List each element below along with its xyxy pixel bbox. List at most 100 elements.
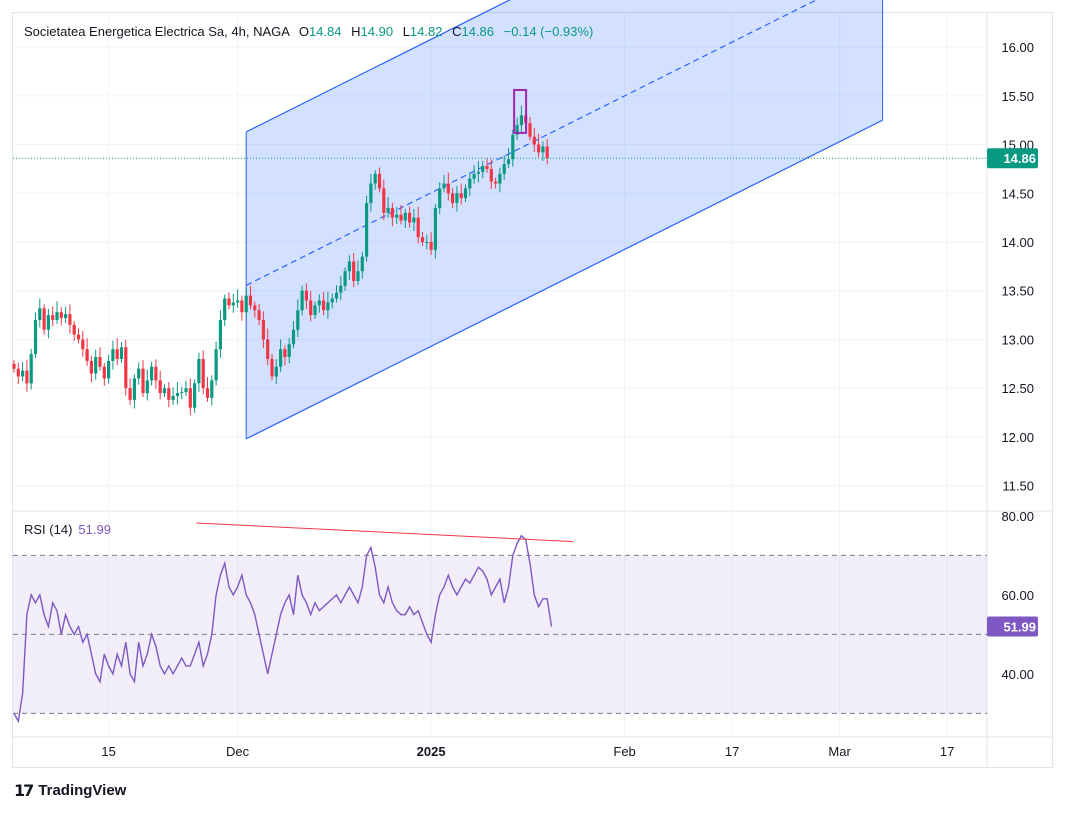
last-price-badge-label: 14.86 — [1003, 151, 1036, 166]
candle-body — [274, 366, 278, 377]
candle-body — [502, 164, 506, 174]
candle-body — [322, 300, 326, 311]
candle-body — [313, 305, 317, 316]
price-tick-label: 14.50 — [1001, 186, 1034, 201]
candle-body — [498, 173, 502, 184]
candle-body — [438, 188, 442, 208]
candle-body — [279, 349, 283, 367]
candle-body — [253, 305, 257, 311]
rsi-legend: RSI (14) 51.99 — [24, 522, 111, 537]
candle-body — [89, 360, 93, 374]
last-price-badge — [987, 148, 1038, 169]
candle-body — [420, 237, 425, 243]
price-tick-label: 12.00 — [1001, 430, 1034, 445]
candle-body — [128, 388, 132, 400]
candle-body — [107, 360, 111, 379]
candle-body — [46, 315, 50, 330]
candle-body — [455, 193, 459, 204]
rsi-value-badge — [987, 616, 1038, 637]
candle-body — [115, 349, 119, 359]
candle-body — [81, 339, 85, 350]
candle-body — [300, 290, 304, 311]
candle-body — [12, 363, 16, 369]
candle-body — [506, 159, 511, 165]
rsi-tick-label: 80.00 — [1001, 509, 1034, 524]
candle-body — [541, 146, 545, 153]
candle-body — [425, 242, 429, 244]
candle-body — [343, 271, 347, 286]
candle-body — [485, 165, 489, 169]
candle-body — [141, 368, 145, 394]
candle-body — [180, 392, 184, 394]
price-tick-label: 16.00 — [1001, 40, 1034, 55]
candle-body — [175, 393, 179, 396]
rsi-line — [13, 534, 553, 724]
price-tick-label: 12.50 — [1001, 381, 1034, 396]
candle-body — [98, 357, 102, 367]
candle-body — [317, 300, 321, 306]
candle-body — [442, 183, 446, 189]
candle-body — [373, 173, 377, 184]
candle-body — [356, 271, 360, 281]
price-tick-label: 13.00 — [1001, 332, 1034, 347]
candle-body — [459, 193, 463, 199]
price-legend: Societatea Energetica Electrica Sa, 4h, … — [24, 24, 593, 39]
close-label: C — [452, 24, 462, 39]
tradingview-logo-icon: 17 — [14, 781, 34, 800]
candle-body — [197, 358, 201, 384]
time-tick-label: 17 — [725, 744, 739, 759]
price-tick-label: 14.00 — [1001, 235, 1034, 250]
candle-body — [403, 212, 407, 221]
candle-body — [51, 315, 55, 320]
candle-body — [270, 358, 274, 377]
candle-body — [236, 300, 240, 303]
time-tick-label: Mar — [828, 744, 851, 759]
candle-body — [489, 168, 493, 182]
symbol-title: Societatea Energetica Electrica Sa, 4h, … — [24, 24, 290, 39]
time-tick-label: Dec — [226, 744, 250, 759]
candle-body — [171, 395, 175, 400]
candle-body — [16, 368, 20, 377]
candle-body — [515, 125, 519, 135]
candle-body — [33, 319, 38, 355]
candle-body — [162, 388, 167, 394]
candle-body — [545, 146, 549, 159]
high-value: 14.90 — [360, 24, 394, 39]
candle-body — [304, 290, 308, 301]
candle-body — [395, 214, 399, 218]
candle-body — [463, 188, 468, 199]
candle-body — [21, 370, 25, 377]
price-channel-fill — [246, 0, 883, 439]
chart-frame — [12, 12, 1053, 768]
candle-body — [227, 298, 231, 306]
candle-body — [124, 347, 128, 389]
candle-body — [76, 334, 81, 340]
candle-body — [446, 183, 450, 194]
candle-body — [201, 358, 205, 389]
candle-body — [416, 217, 420, 238]
candle-body — [377, 173, 382, 189]
candle-body — [511, 134, 515, 160]
candle-body — [132, 378, 136, 400]
rsi-tick-label: 60.00 — [1001, 588, 1034, 603]
candle-body — [386, 207, 390, 213]
candle-body — [296, 310, 300, 330]
candle-body — [468, 178, 472, 189]
candle-body — [257, 310, 261, 320]
candle-body — [248, 295, 253, 306]
rsi-tick-label: 40.00 — [1001, 667, 1034, 682]
price-channel-upper — [245, 0, 511, 133]
rsi-divergence-line — [196, 522, 574, 543]
candle-body — [360, 256, 364, 272]
candle-body — [42, 308, 46, 330]
candle-body — [214, 349, 218, 381]
candle-body — [369, 183, 373, 204]
candle-body — [72, 324, 76, 335]
candle-body — [184, 388, 188, 393]
candle-body — [365, 203, 369, 257]
candle-body — [261, 319, 265, 340]
candle-body — [59, 312, 63, 319]
candle-body — [85, 349, 89, 361]
tradingview-footer[interactable]: 17 TradingView — [14, 781, 126, 800]
